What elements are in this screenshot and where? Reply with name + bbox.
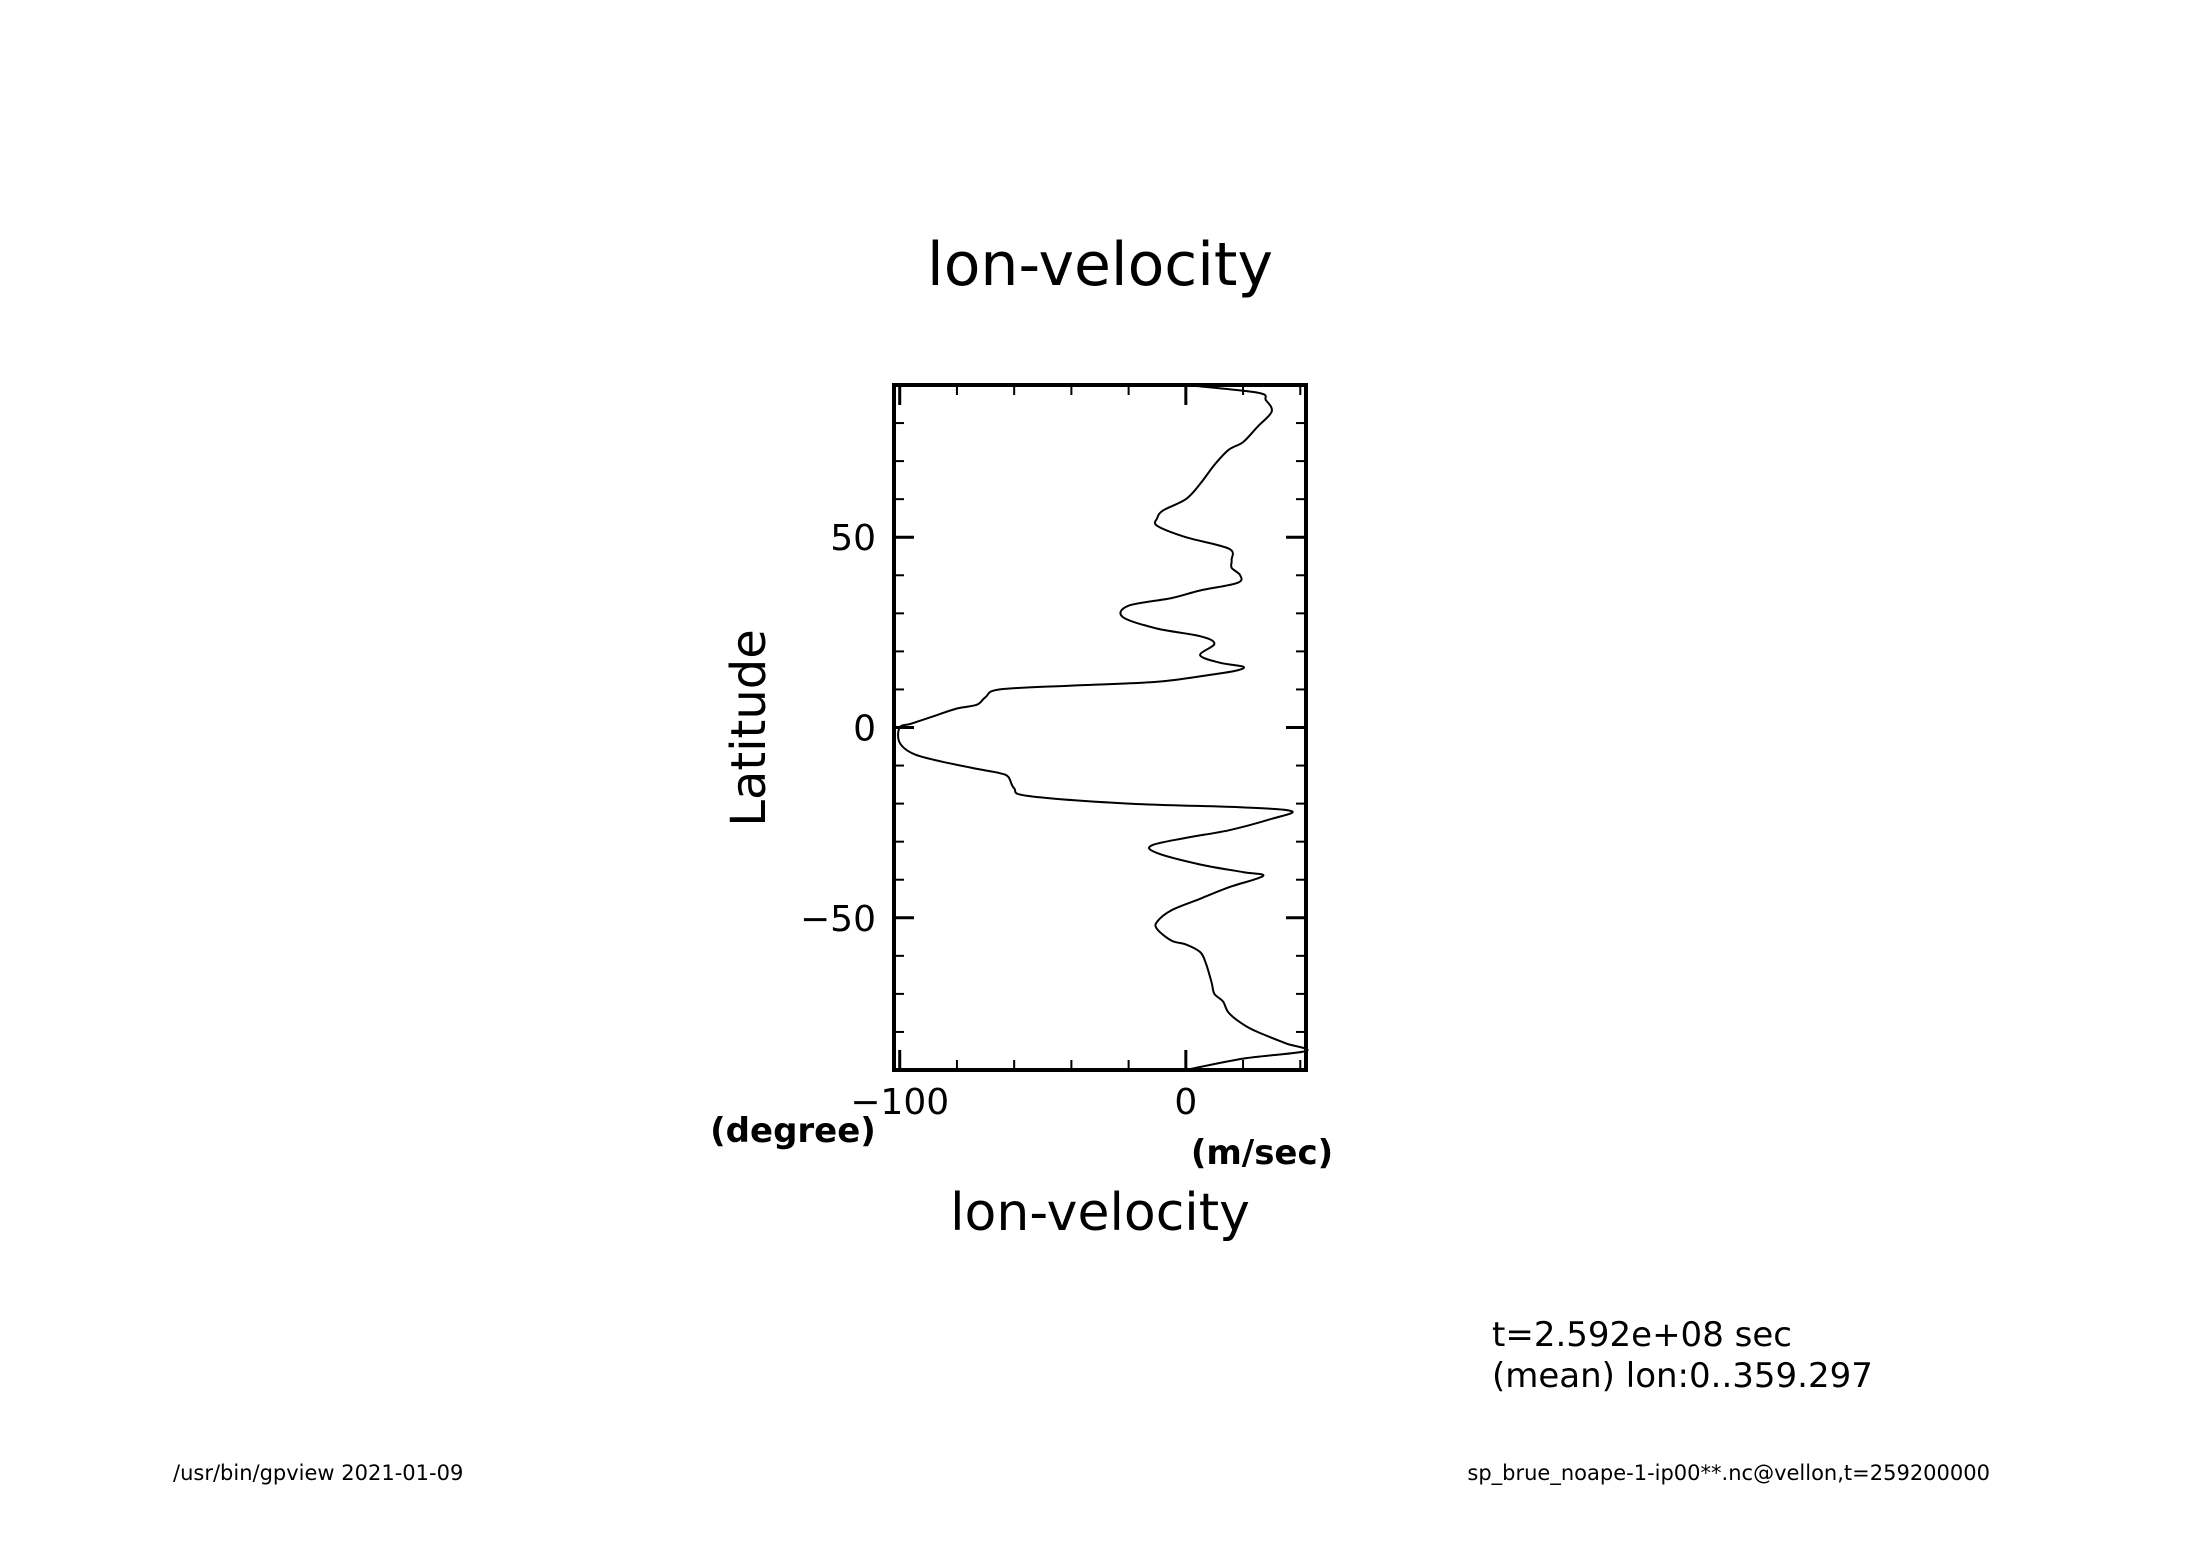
chart-title: lon-velocity: [927, 230, 1273, 300]
x-tick-label: −100: [850, 1082, 949, 1123]
y-tick-label: 50: [830, 518, 876, 559]
footer-right: sp_brue_noape-1-ip00**.nc@vellon,t=25920…: [1467, 1461, 1990, 1486]
plot-frame: [892, 383, 1308, 1072]
y-axis-label: Latitude: [721, 629, 777, 827]
x-tick-label: 0: [1174, 1082, 1197, 1123]
footer-left: /usr/bin/gpview 2021-01-09: [173, 1461, 463, 1485]
annotation-time: t=2.592e+08 sec: [1492, 1315, 1792, 1355]
y-tick-label: −50: [800, 899, 876, 940]
y-tick-label: 0: [853, 709, 876, 750]
x-axis-label: lon-velocity: [950, 1183, 1250, 1243]
x-axis-unit: (m/sec): [1191, 1133, 1333, 1173]
series-line-lon-velocity: [897, 384, 1309, 1071]
y-axis-unit: (degree): [710, 1111, 876, 1151]
axis-ticks: −50 0 50 −100 0: [800, 385, 1306, 1123]
annotation-mean: (mean) lon:0..359.297: [1492, 1356, 1873, 1396]
